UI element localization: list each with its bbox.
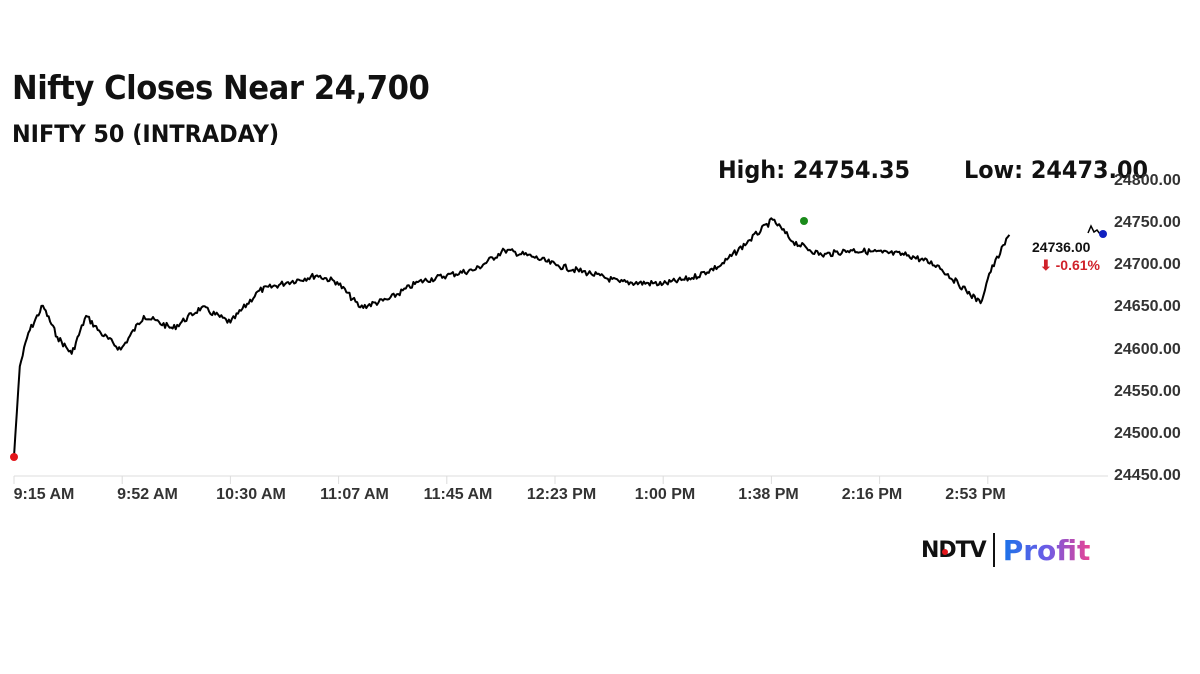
- high-label: High: 24754.35: [718, 156, 911, 184]
- y-tick-label: 24750.00: [1114, 214, 1181, 232]
- y-tick-label: 24700.00: [1114, 256, 1181, 274]
- low-marker: [10, 453, 18, 461]
- x-tick-label: 2:53 PM: [945, 486, 1006, 503]
- logo-divider: [992, 533, 995, 567]
- low-label: Low: 24473.00: [964, 156, 1149, 184]
- prev-close-marker: [1099, 230, 1107, 238]
- x-tick-label: 12:23 PM: [526, 486, 597, 503]
- price-line: [13, 217, 1011, 457]
- last-price-label: 24736.00: [1032, 239, 1091, 255]
- profit-wordmark: Profit: [1002, 533, 1091, 567]
- x-tick-label: 11:07 AM: [320, 486, 389, 503]
- x-tick-label: 9:52 AM: [117, 486, 178, 503]
- chart-subtitle: NIFTY 50 (INTRADAY): [12, 120, 280, 148]
- ndtv-wordmark: NDTV: [921, 537, 987, 563]
- x-tick-label: 11:45 AM: [423, 486, 493, 503]
- chart-title: Nifty Closes Near 24,700: [12, 68, 430, 107]
- x-tick-label: 2:16 PM: [841, 486, 903, 503]
- y-tick-label: 24800.00: [1114, 172, 1181, 189]
- legend-mini-line: [1087, 224, 1101, 235]
- ndtv-profit-logo: NDTV Profit: [921, 533, 1090, 567]
- change-percent-label: ⬇ -0.61%: [1040, 257, 1100, 273]
- x-tick-label: 1:38 PM: [738, 486, 799, 503]
- red-dot-icon: [942, 548, 948, 555]
- y-tick-label: 24600.00: [1114, 340, 1181, 358]
- x-tick-label: 1:00 PM: [634, 486, 696, 503]
- high-marker: [800, 217, 808, 225]
- y-tick-label: 24550.00: [1114, 382, 1181, 400]
- y-tick-label: 24500.00: [1114, 424, 1181, 442]
- y-tick-label: 24450.00: [1114, 467, 1181, 484]
- x-tick-label: 9:15 AM: [13, 486, 75, 503]
- x-tick-label: 10:30 AM: [216, 486, 286, 503]
- y-tick-label: 24650.00: [1114, 298, 1181, 316]
